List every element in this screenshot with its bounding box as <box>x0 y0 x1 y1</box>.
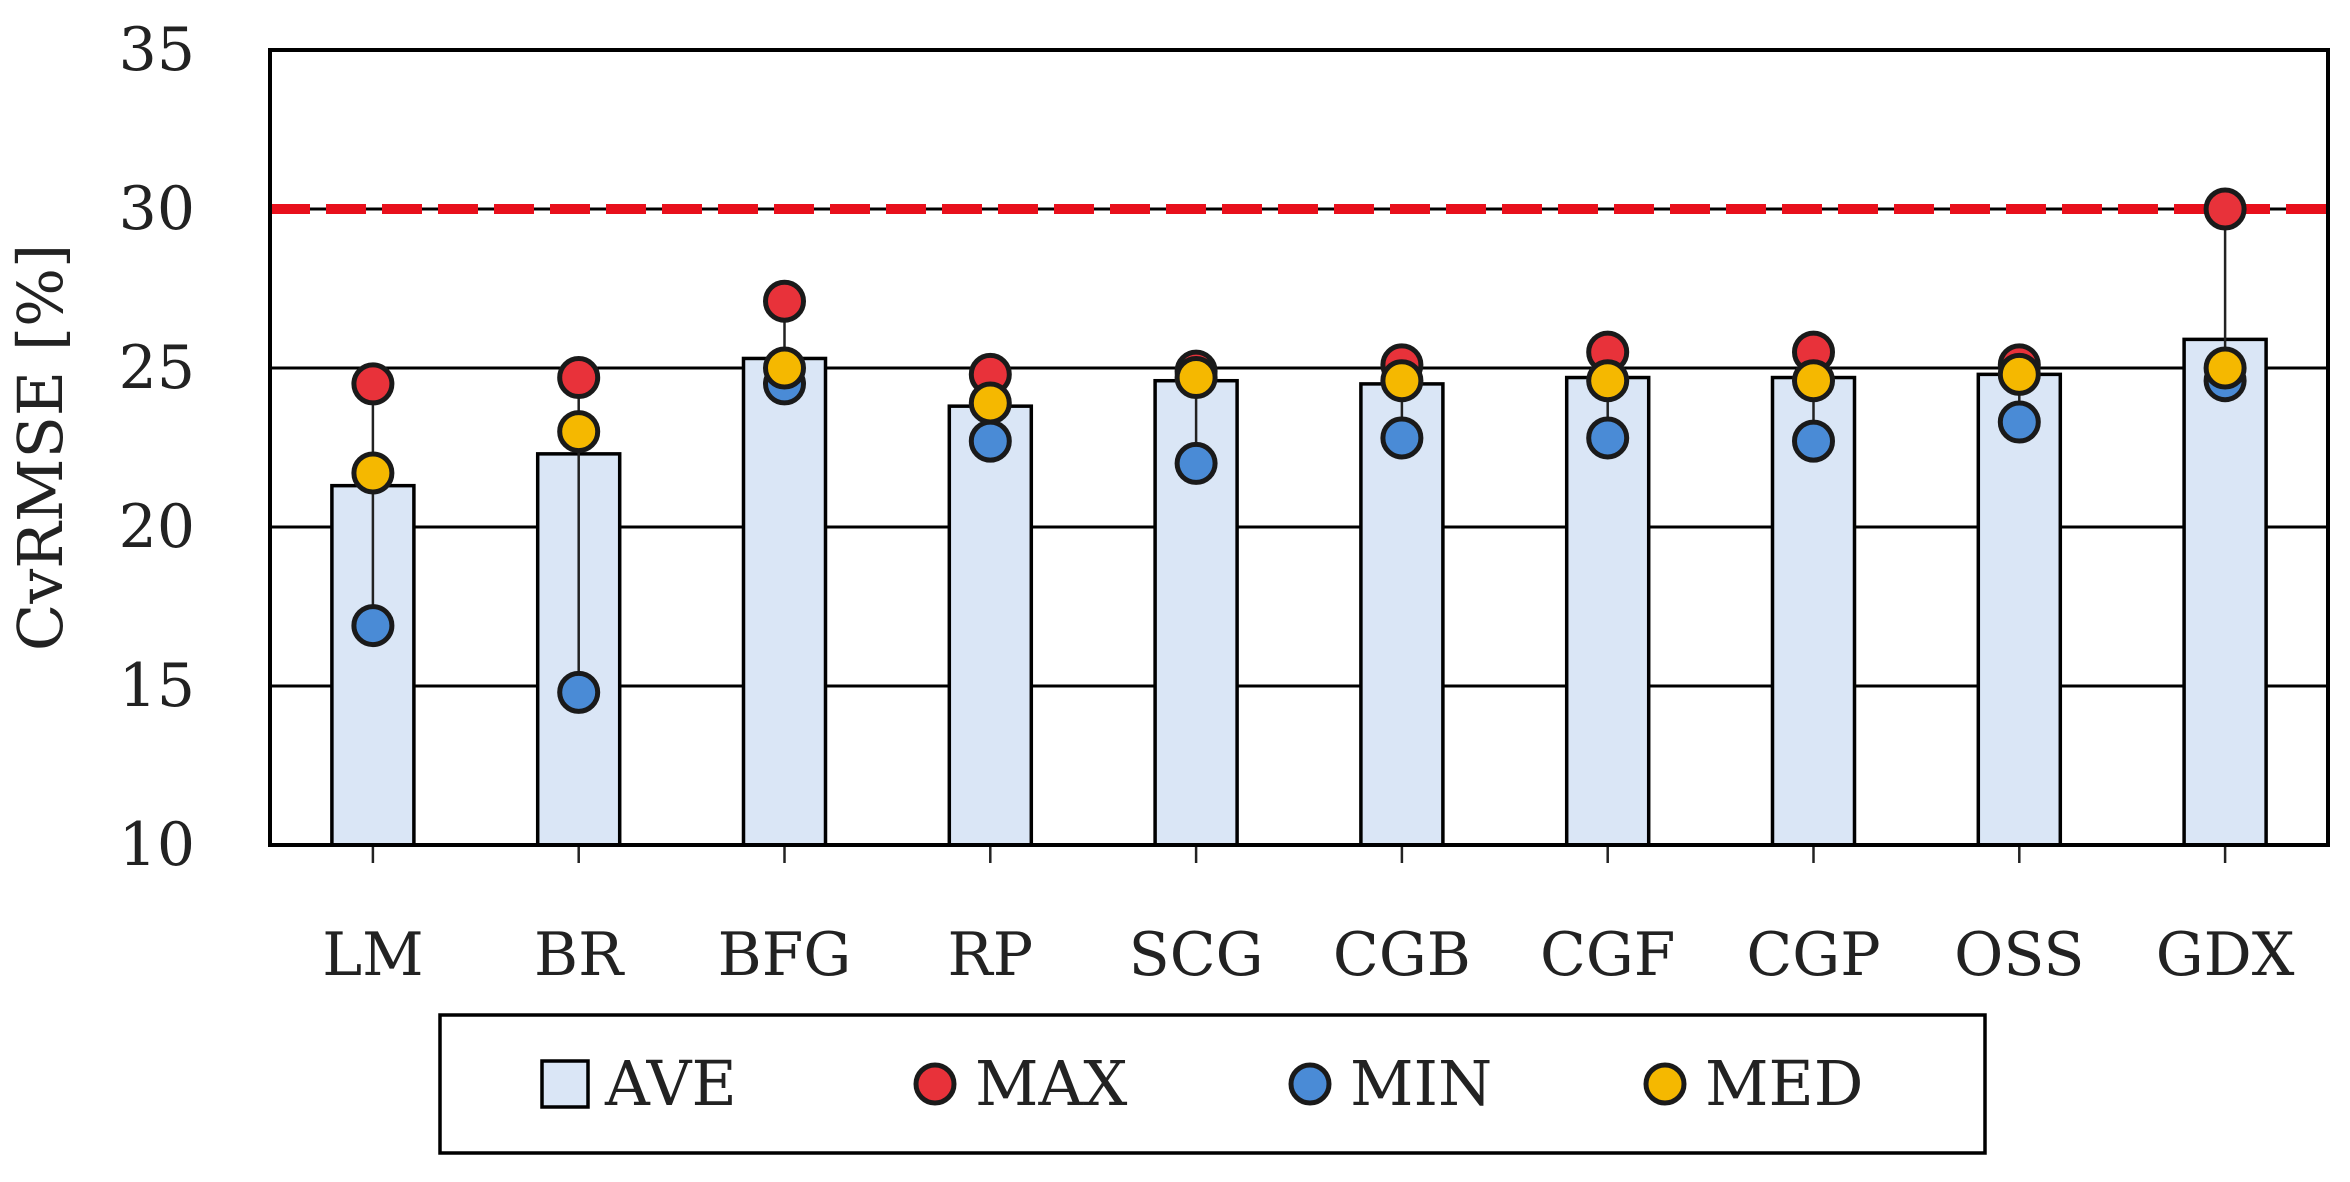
y-tick-label: 20 <box>119 492 195 562</box>
marker-med <box>557 410 601 454</box>
legend-label-max: MAX <box>975 1047 1127 1120</box>
legend-label-min: MIN <box>1350 1047 1492 1120</box>
legend-box <box>438 1013 1987 1155</box>
x-tick-label: SCG <box>1129 920 1264 990</box>
legend-swatch-min <box>1288 1062 1332 1106</box>
x-tick-label: CGB <box>1333 920 1471 990</box>
x-tick-label: BR <box>534 920 625 990</box>
bar-ave <box>741 356 828 847</box>
x-tick-label: CGP <box>1746 920 1880 990</box>
whisker-layer <box>371 209 2227 863</box>
x-tick-labels: LM BR BFG RP SCG CGB CGF CGP OSS GDX <box>322 920 2295 990</box>
marker-min <box>1174 441 1218 485</box>
y-tick-label: 25 <box>119 333 195 403</box>
marker-min <box>1997 400 2041 444</box>
x-tick-label: OSS <box>1954 920 2084 990</box>
legend-label-med: MED <box>1705 1047 1863 1120</box>
y-tick-label: 35 <box>119 15 195 85</box>
marker-med <box>351 451 395 495</box>
marker-min <box>1380 416 1424 460</box>
legend-swatch-max <box>913 1062 957 1106</box>
bar-ave <box>1976 372 2063 847</box>
marker-min <box>1586 416 1630 460</box>
x-tick-label: BFG <box>718 920 852 990</box>
legend-swatch-ave <box>540 1059 590 1109</box>
bar-ave <box>2182 337 2268 847</box>
legend-items: AVE MAX MIN MED <box>540 1047 1863 1120</box>
legend-label-ave: AVE <box>604 1047 737 1120</box>
bar-ave <box>947 404 1034 847</box>
marker-med <box>1792 359 1835 403</box>
marker-min <box>351 604 395 648</box>
marker-max <box>2203 187 2247 231</box>
marker-max <box>763 279 806 323</box>
x-tick-label: GDX <box>2156 920 2295 990</box>
marker-med <box>2203 346 2247 390</box>
legend: AVE MAX MIN MED <box>438 1013 1987 1155</box>
y-tick-label: 30 <box>119 174 195 244</box>
bar-ave <box>1359 382 1445 847</box>
marker-med <box>1174 356 1218 400</box>
marker-med <box>968 381 1012 425</box>
y-tick-labels: 10 15 20 25 30 35 <box>119 15 195 880</box>
marker-med <box>763 346 806 390</box>
marker-min <box>1792 419 1835 463</box>
y-axis-title: CvRMSE [%] <box>4 244 77 651</box>
marker-med <box>1380 359 1424 403</box>
y-tick-label: 15 <box>119 651 195 721</box>
marker-layer <box>351 187 2247 714</box>
bars-layer <box>330 337 2268 847</box>
x-tick-label: LM <box>322 920 423 990</box>
bar-ave <box>1564 375 1651 847</box>
y-tick-label: 10 <box>119 810 195 880</box>
marker-med <box>1586 359 1630 403</box>
plot-frame <box>268 48 2330 847</box>
marker-med <box>1997 352 2041 396</box>
marker-min <box>968 419 1012 463</box>
marker-max <box>557 356 601 400</box>
marker-max <box>351 362 395 406</box>
x-tick-label: CGF <box>1540 920 1675 990</box>
legend-swatch-med <box>1643 1062 1687 1106</box>
x-tick-label: RP <box>948 920 1034 990</box>
marker-min <box>557 670 601 714</box>
